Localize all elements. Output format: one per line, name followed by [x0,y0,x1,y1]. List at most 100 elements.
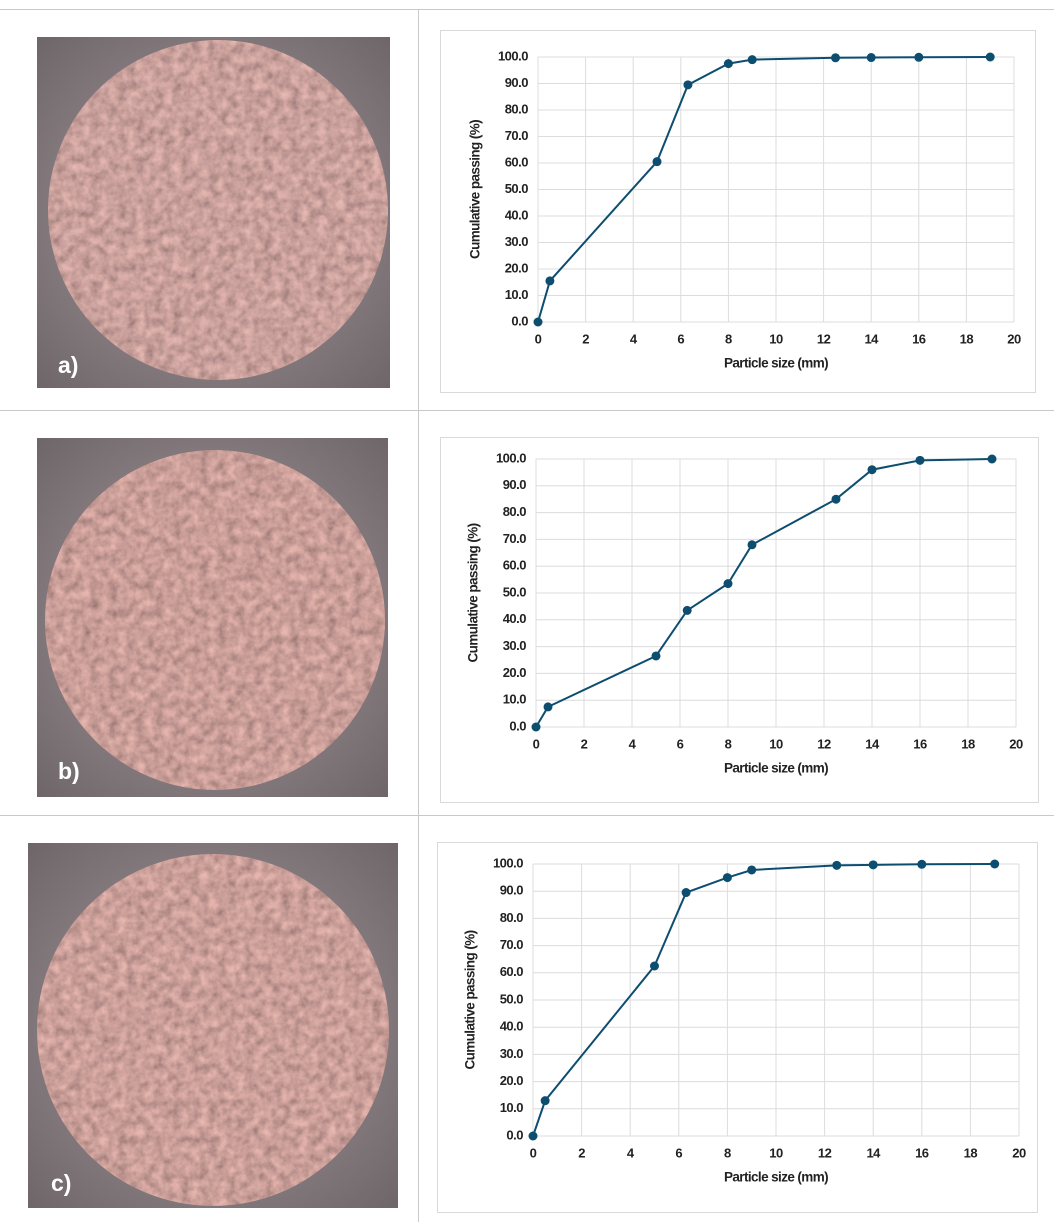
panel-label: a) [58,352,78,378]
y-tick-label: 20.0 [505,260,529,275]
chart: 0.0 10.0 20.0 30.0 40.0 50.0 60.0 70.0 80.0 90.0 1… [441,31,1036,393]
x-tick-label: 18 [960,331,974,346]
x-tick-label: 16 [912,331,926,346]
x-tick-label: 18 [961,736,975,751]
x-tick-label: 6 [677,736,684,751]
x-tick-label: 0 [530,1145,537,1160]
x-tick-label: 14 [866,1145,881,1160]
data-point [832,495,841,504]
x-tick-label: 10 [769,331,783,346]
y-tick-label: 10.0 [505,287,529,302]
figure: 0.010.020.030.040.050.060.070.080.090.01… [0,0,1054,1222]
y-axis-title: Cumulative passing (%) [468,120,483,259]
data-point [916,456,925,465]
data-point [868,465,877,474]
y-tick-label: 70.0 [500,937,524,952]
data-point [867,53,876,62]
x-tick-label: 6 [675,1145,682,1160]
y-tick-label: 20.0 [500,1073,524,1088]
y-tick-label: 40.0 [503,611,527,626]
photo [28,843,398,1208]
data-point [832,861,841,870]
data-point [532,723,541,732]
data-point [650,962,659,971]
x-tick-label: 20 [1012,1145,1026,1160]
data-point [529,1132,538,1141]
photo [37,37,390,388]
y-tick-label: 60.0 [505,154,529,169]
y-tick-label: 100.0 [496,450,526,465]
x-tick-label: 2 [582,331,589,346]
x-tick-label: 12 [817,736,831,751]
x-tick-label: 12 [817,331,831,346]
x-tick-label: 6 [677,331,684,346]
y-axis-title: Cumulative passing (%) [466,523,481,662]
y-tick-label: 90.0 [505,75,529,90]
data-point [545,276,554,285]
y-tick-label: 70.0 [505,128,529,143]
y-tick-label: 50.0 [500,991,524,1006]
sample-texture [45,450,385,790]
photo [37,438,388,797]
data-point [748,540,757,549]
data-point [990,860,999,869]
y-tick-label: 90.0 [500,883,524,898]
data-point [683,606,692,615]
x-tick-label: 20 [1009,736,1023,751]
data-point [683,80,692,89]
x-tick-label: 8 [724,1145,731,1160]
y-tick-label: 100.0 [498,48,528,63]
y-tick-label: 30.0 [505,234,529,249]
x-tick-label: 8 [725,736,732,751]
x-tick-label: 0 [533,736,540,751]
chart: 0.010.020.030.040.050.060.070.080.090.01… [441,438,1039,803]
data-point [653,157,662,166]
y-tick-label: 10.0 [503,692,527,707]
sample-texture [48,40,388,380]
y-tick-label: 80.0 [500,910,524,925]
data-point [748,55,757,64]
x-tick-label: 14 [864,331,879,346]
x-axis-title: Particle size (mm) [724,356,828,371]
x-axis-title: Particle size (mm) [724,761,828,776]
sample-texture [37,854,389,1206]
x-tick-label: 16 [913,736,927,751]
data-point [534,318,543,327]
data-point [652,651,661,660]
y-tick-label: 40.0 [505,207,529,222]
y-tick-label: 10.0 [500,1100,524,1115]
y-tick-label: 70.0 [503,531,527,546]
y-tick-label: 50.0 [505,181,529,196]
x-tick-label: 16 [915,1145,929,1160]
chart-frame [441,31,1036,393]
data-point [831,53,840,62]
y-tick-label: 20.0 [503,665,527,680]
data-point [986,53,995,62]
x-axis-title: Particle size (mm) [724,1170,828,1185]
data-point [544,702,553,711]
y-tick-label: 30.0 [500,1046,524,1061]
y-tick-label: 50.0 [503,584,527,599]
data-point [724,59,733,68]
x-tick-label: 10 [769,736,783,751]
panel-label: c) [51,1170,71,1196]
data-point [747,865,756,874]
y-tick-label: 100.0 [493,855,523,870]
y-tick-label: 0.0 [511,313,528,328]
x-tick-label: 10 [769,1145,783,1160]
chart: 0.010.020.030.040.050.060.070.080.090.01… [438,843,1038,1213]
y-tick-label: 30.0 [503,638,527,653]
x-tick-label: 0 [535,331,542,346]
x-tick-label: 20 [1007,331,1021,346]
x-tick-label: 2 [581,736,588,751]
page: {"chart_data": [ {"type": "line", "panel… [0,0,1054,1222]
x-tick-label: 8 [725,331,732,346]
data-point [541,1096,550,1105]
y-tick-label: 0.0 [506,1127,523,1142]
data-point [682,888,691,897]
data-point [723,873,732,882]
y-tick-label: 60.0 [503,558,527,573]
y-tick-label: 80.0 [505,101,529,116]
data-point [869,860,878,869]
panel-label: b) [58,758,80,784]
